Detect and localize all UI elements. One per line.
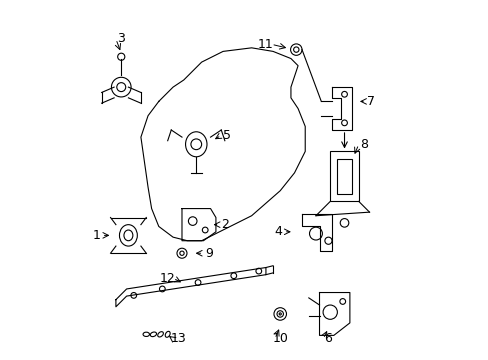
Text: 5: 5	[222, 129, 230, 142]
Text: 12: 12	[160, 272, 175, 285]
Bar	[337, 158, 351, 194]
Text: 4: 4	[274, 225, 282, 238]
Text: 9: 9	[204, 247, 212, 260]
Text: 3: 3	[117, 32, 125, 45]
Text: 8: 8	[360, 138, 367, 151]
Text: 10: 10	[272, 333, 287, 346]
Bar	[329, 152, 358, 202]
Text: 13: 13	[170, 333, 186, 346]
Text: 1: 1	[92, 229, 100, 242]
Text: 2: 2	[221, 218, 228, 231]
Text: 6: 6	[324, 333, 332, 346]
Text: 7: 7	[366, 95, 375, 108]
Text: 11: 11	[258, 38, 273, 51]
